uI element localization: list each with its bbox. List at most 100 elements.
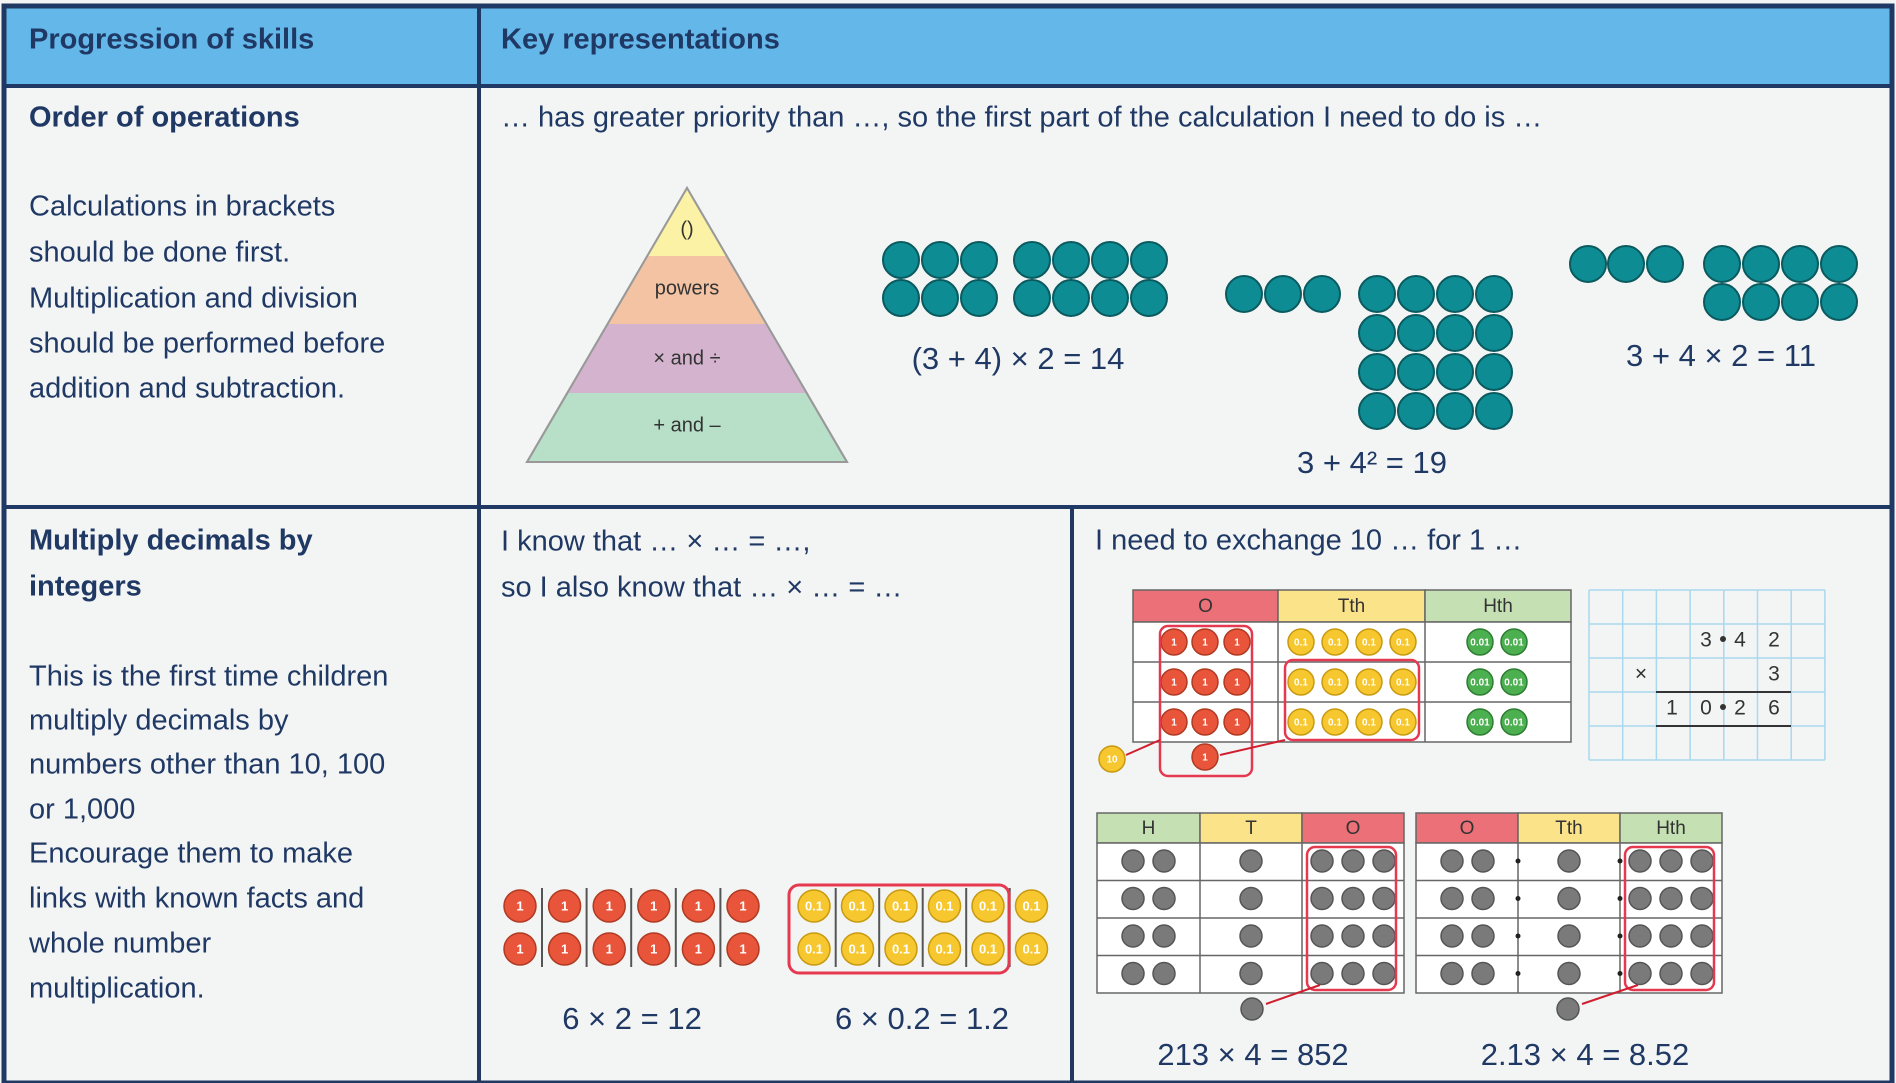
- counter: [726, 889, 760, 923]
- counter-label: 0.1: [805, 898, 823, 913]
- counter-label: 0.1: [935, 898, 953, 913]
- counter: [1690, 849, 1714, 873]
- counter: [1742, 245, 1780, 283]
- counter: [1397, 353, 1435, 391]
- column-digit: 3: [1768, 663, 1780, 686]
- counter: [840, 889, 875, 923]
- decimal-point: [1617, 971, 1623, 976]
- counter: [1239, 849, 1263, 873]
- counter: [1471, 961, 1495, 986]
- counter: [1820, 283, 1858, 321]
- counter: [1646, 245, 1684, 283]
- pyramid-label: (): [680, 218, 693, 240]
- counter-label: 1: [695, 898, 702, 913]
- counter: [592, 932, 626, 966]
- counter: [882, 241, 920, 279]
- pyramid-outline: [525, 186, 849, 463]
- counter: [1091, 241, 1129, 279]
- counter: [1607, 245, 1645, 283]
- counter: [971, 932, 1005, 966]
- counter: [884, 889, 918, 923]
- counter-label: 0.01: [1470, 718, 1490, 729]
- counter-label: 0.01: [1470, 678, 1490, 689]
- decimal-point: [1720, 636, 1726, 642]
- equation: 6 × 0.2 = 1.2: [835, 1001, 1009, 1036]
- counter: [1014, 932, 1049, 966]
- description-line: Encourage them to make: [29, 838, 353, 870]
- counter: [1475, 353, 1513, 391]
- column-digit: 6: [1768, 697, 1780, 720]
- counter-label: 0.1: [892, 898, 910, 913]
- counter: [592, 889, 626, 923]
- counter: [1152, 924, 1176, 948]
- counter: [1310, 961, 1334, 986]
- arrow: [1265, 984, 1321, 1005]
- counter-label: 1: [1171, 678, 1177, 689]
- counter: [1557, 886, 1581, 911]
- group-outline: [787, 883, 1011, 975]
- counter-label: 1: [739, 898, 746, 913]
- counter: [1820, 245, 1858, 283]
- group-outline: [1283, 658, 1421, 742]
- counter: [1239, 886, 1263, 911]
- counter-label: 0.1: [1294, 638, 1308, 649]
- counter: [1223, 628, 1251, 656]
- arrow: [1219, 739, 1286, 756]
- counter-label: 1: [1202, 718, 1208, 729]
- counter: [1628, 886, 1652, 911]
- sentence-stem: I know that … × … = …,: [501, 526, 810, 558]
- counter-label: 0.1: [1362, 638, 1376, 649]
- counter: [637, 932, 671, 966]
- counter: [1310, 886, 1334, 911]
- counter: [1321, 668, 1349, 696]
- counter-label: 0.1: [979, 941, 997, 956]
- counter: [1372, 849, 1396, 873]
- counter: [1225, 275, 1263, 313]
- counter: [840, 932, 875, 966]
- counter-label: 0.1: [979, 898, 997, 913]
- counter: [1152, 961, 1176, 986]
- counter-label: 0.1: [1396, 638, 1410, 649]
- counter: [1013, 241, 1051, 279]
- counter-label: 0.1: [1362, 678, 1376, 689]
- equation: 6 × 2 = 12: [562, 1001, 702, 1036]
- counter-label: 0.1: [1328, 718, 1342, 729]
- counter: [1372, 886, 1396, 911]
- chart-header: [1424, 589, 1572, 623]
- arrow: [1581, 984, 1639, 1005]
- chart-header: [1415, 812, 1519, 844]
- counter: [1223, 708, 1251, 736]
- counter: [1389, 708, 1417, 736]
- counter-label: 0.01: [1470, 638, 1490, 649]
- column-digit: 4: [1734, 629, 1746, 652]
- counter: [1341, 961, 1365, 986]
- skill-title: Multiply decimals by: [29, 525, 313, 557]
- description-line: Multiplication and division: [29, 283, 358, 315]
- counter: [1310, 924, 1334, 948]
- description-line: links with known facts and: [29, 883, 364, 915]
- counter: [1557, 849, 1581, 873]
- counter: [1287, 628, 1315, 656]
- counter: [1372, 961, 1396, 986]
- counter: [1321, 628, 1349, 656]
- counter: [503, 889, 537, 923]
- group-outline: [1305, 845, 1398, 992]
- counter-label: 0.1: [935, 941, 953, 956]
- counter: [1436, 392, 1474, 430]
- counter: [1121, 849, 1145, 873]
- counter-label: 0.1: [1396, 678, 1410, 689]
- header-cell: Progression of skills: [29, 24, 314, 56]
- counter: [1321, 708, 1349, 736]
- counter: [1690, 886, 1714, 911]
- counter: [1397, 392, 1435, 430]
- counter-label: 0.1: [1022, 941, 1040, 956]
- description-line: multiplication.: [29, 973, 205, 1005]
- description-line: should be done first.: [29, 237, 290, 269]
- decimal-point: [1515, 971, 1521, 976]
- counter-label: 1: [650, 941, 657, 956]
- sentence-stem: … has greater priority than …, so the fi…: [501, 102, 1542, 134]
- counter-label: 1: [606, 941, 613, 956]
- column-digit: ×: [1635, 663, 1647, 686]
- counter: [1223, 668, 1251, 696]
- table-border: [1, 3, 1895, 1083]
